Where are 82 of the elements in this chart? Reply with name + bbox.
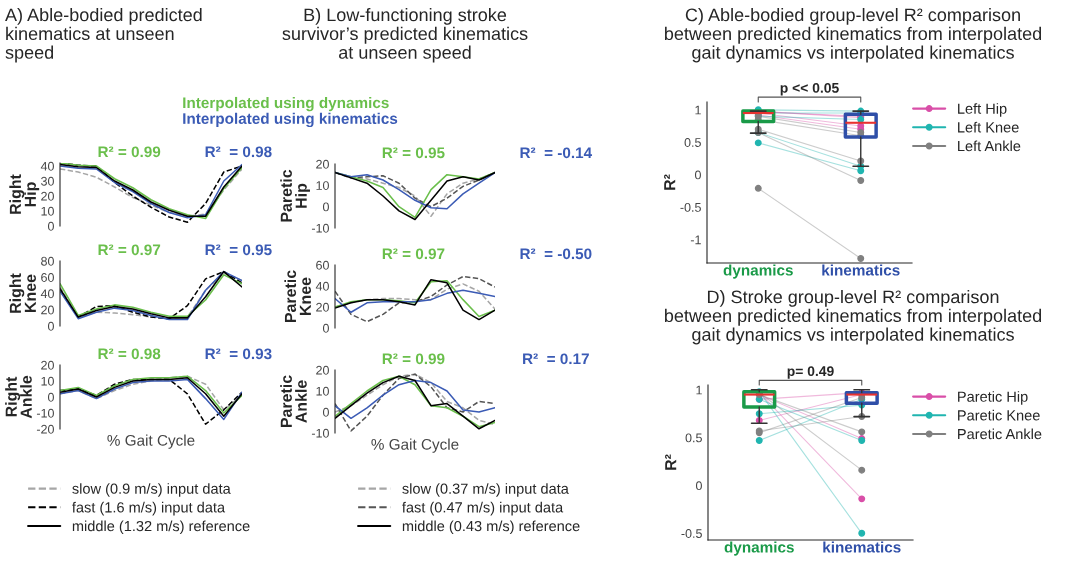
- y-tick-label: 20: [41, 305, 54, 315]
- legend-label: Left Ankle: [958, 140, 1021, 152]
- y-tick-label: -20: [36, 424, 54, 434]
- y-tick-label: 1: [695, 105, 701, 115]
- y-axis-title: Right Ankle: [5, 375, 32, 419]
- text: Interpolated using kinematics: [183, 112, 398, 128]
- y-tick-label: 10: [316, 386, 329, 396]
- legend-label: middle (0.43 m/s) reference: [402, 520, 580, 535]
- text: p= 0.49: [787, 366, 834, 379]
- y-tick-label: 0.5: [684, 138, 701, 147]
- y-tick-label: 20: [316, 159, 329, 169]
- y-tick-label: -10: [311, 428, 329, 438]
- legend-label: slow (0.37 m/s) input data: [402, 483, 569, 497]
- y-tick-label: 80: [41, 256, 54, 266]
- y-axis-title: Paretic Hip: [280, 169, 310, 222]
- x-axis-title: % Gait Cycle: [107, 434, 195, 449]
- y-tick-label: 20: [41, 191, 54, 201]
- text: R² = 0.97: [98, 244, 161, 256]
- y-tick-label: 40: [40, 289, 54, 299]
- x-axis-title: % Gait Cycle: [371, 438, 459, 453]
- legend-label: Left Hip: [958, 103, 1007, 117]
- chart-title: D) Stroke group-level R² comparison between predicted kinematics from interpolated gait dynamics vs interpolated kinematics: [665, 290, 1042, 345]
- x-tick-label: dynamics: [723, 264, 793, 279]
- chart-title: C) Able-bodied group-level R² comparison between predicted kinematics from interpolated gait dynamics vs interpolated kinematics: [665, 8, 1042, 63]
- y-tick-label: -10: [311, 223, 329, 233]
- x-tick-label: kinematics: [823, 541, 901, 553]
- y-axis-title: Paretic Ankle: [280, 375, 307, 428]
- chart-title: A) Able-bodied predicted kinematics at unseen speed: [5, 8, 202, 63]
- y-tick-label: 40: [40, 161, 54, 171]
- y-tick-label: -0.5: [681, 529, 702, 538]
- y-tick-label: 0: [322, 323, 329, 333]
- y-tick-label: 0.5: [685, 433, 702, 443]
- text: p << 0.05: [780, 82, 839, 96]
- y-axis-title: Right Knee: [9, 273, 36, 313]
- text: R² = 0.99: [382, 353, 445, 365]
- y-tick-label: 0: [47, 321, 54, 331]
- y-tick-label: 0: [695, 481, 702, 491]
- y-tick-label: 20: [41, 360, 54, 370]
- y-tick-label: -1: [690, 235, 701, 245]
- legend-label: fast (0.47 m/s) input data: [402, 501, 564, 516]
- text: R² = 0.98: [98, 348, 161, 360]
- y-tick-label: 0: [322, 407, 329, 417]
- text: R² = 0.97: [382, 248, 445, 260]
- y-axis-title: R²: [664, 174, 676, 190]
- y-tick-label: 30: [41, 176, 54, 186]
- legend-label: middle (1.32 m/s) reference: [72, 520, 250, 535]
- text: R² = 0.95: [382, 147, 445, 159]
- legend-label: Left Knee: [958, 121, 1019, 133]
- y-tick-label: 60: [41, 273, 54, 282]
- y-tick-label: 40: [315, 281, 329, 291]
- text: R² = 0.98: [205, 146, 272, 158]
- y-tick-label: 60: [316, 260, 329, 270]
- y-tick-label: 0: [47, 392, 54, 402]
- y-tick-label: -10: [36, 408, 54, 418]
- legend-label: slow (0.9 m/s) input data: [72, 483, 231, 497]
- y-tick-label: 1: [696, 385, 702, 395]
- text: R² = 0.95: [205, 244, 272, 256]
- y-tick-label: 0: [47, 221, 54, 231]
- text: R² = -0.14: [520, 147, 593, 159]
- y-tick-label: 10: [316, 181, 329, 190]
- text: R² = -0.50: [520, 248, 592, 260]
- legend-label: Paretic Hip: [958, 391, 1028, 405]
- text: R² = 0.93: [205, 348, 272, 360]
- legend-label: fast (1.6 m/s) input data: [72, 501, 226, 516]
- chart-title: B) Low-functioning stroke survivor’s predicted kinematics at unseen speed: [282, 8, 528, 63]
- y-tick-label: 0: [322, 202, 329, 212]
- text: Interpolated using dynamics: [183, 96, 389, 112]
- y-axis-title: R²: [665, 454, 677, 470]
- y-tick-label: 20: [316, 302, 329, 312]
- text: R² = 0.17: [523, 353, 589, 365]
- y-tick-label: -0.5: [680, 202, 701, 212]
- x-tick-label: kinematics: [822, 264, 900, 276]
- x-tick-label: dynamics: [724, 541, 794, 556]
- y-axis-title: Right Hip: [9, 174, 40, 214]
- text: R² = 0.99: [98, 146, 161, 158]
- y-axis-title: Paretic Knee: [284, 270, 311, 323]
- legend-label: Paretic Knee: [958, 409, 1040, 421]
- legend-label: Paretic Ankle: [958, 428, 1042, 440]
- y-tick-label: 0: [694, 170, 701, 180]
- y-tick-label: 20: [316, 365, 329, 375]
- y-tick-label: 10: [41, 376, 54, 386]
- y-tick-label: 10: [41, 206, 54, 216]
